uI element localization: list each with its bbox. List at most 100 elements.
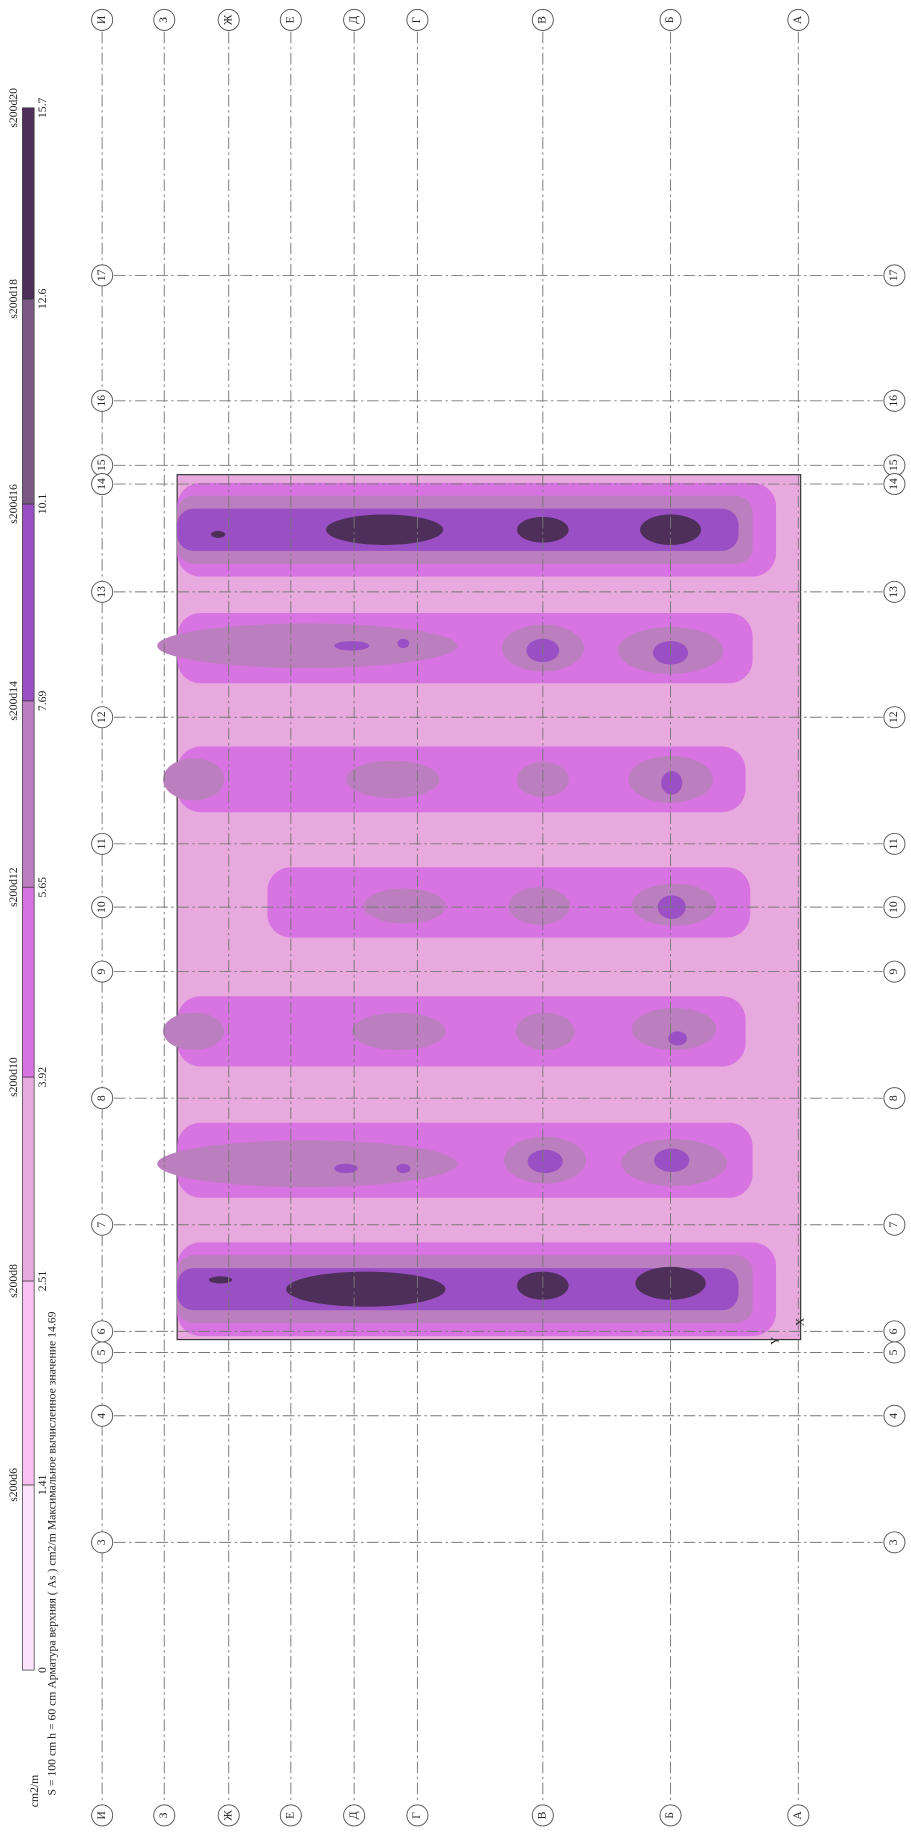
axis-label: Д — [347, 1811, 360, 1819]
legend-level: 5.65 — [36, 877, 49, 898]
axis-label: Г — [410, 1812, 423, 1819]
axis-bubble — [153, 1804, 176, 1827]
contour-spot — [163, 758, 225, 801]
axis-bubble — [883, 580, 906, 603]
axis-label: 3 — [95, 1539, 108, 1545]
legend-unit: cm2/m — [28, 1775, 41, 1808]
legend-swatch — [22, 886, 35, 1078]
contour-spot — [517, 516, 569, 543]
axis-bubble — [343, 1804, 366, 1827]
axis-bubble — [531, 8, 554, 31]
contour-spot — [363, 888, 446, 924]
axis-bubble — [883, 1087, 906, 1110]
axis-label: И — [95, 1811, 108, 1820]
axis-bubble — [91, 1404, 114, 1427]
axis-label: 12 — [95, 711, 108, 723]
contour-spot — [396, 1163, 411, 1174]
contour-spot — [157, 1140, 458, 1188]
axis-label: 9 — [887, 969, 900, 975]
axis-bubble — [531, 1804, 554, 1827]
axis-label: 11 — [95, 838, 108, 849]
legend-swatch — [22, 1484, 35, 1671]
axis-bubble — [883, 1404, 906, 1427]
axis-label: 6 — [95, 1328, 108, 1334]
legend-level: 12.6 — [36, 288, 49, 309]
axis-label: 12 — [887, 711, 900, 723]
axis-bubble — [883, 1531, 906, 1554]
axis-label: 7 — [887, 1222, 900, 1228]
contour-spot — [208, 1276, 233, 1284]
axis-bubble — [883, 896, 906, 919]
axis-label: 11 — [887, 838, 900, 849]
axis-bubble — [91, 264, 114, 287]
legend-level: 3.92 — [36, 1067, 49, 1088]
axis-bubble — [883, 473, 906, 496]
axis-bubble — [279, 1804, 302, 1827]
axis-label: 16 — [887, 395, 900, 407]
axis-bubble — [787, 1804, 810, 1827]
axis-bubble — [883, 264, 906, 287]
axis-bubble — [91, 960, 114, 983]
caption: S = 100 cm h = 60 cm Арматура верхняя ( … — [46, 1311, 59, 1795]
axis-bubble — [91, 1213, 114, 1236]
axis-label: Ж — [221, 1810, 234, 1821]
axis-label: В — [536, 1811, 549, 1819]
contour-spot — [325, 514, 444, 545]
legend-name: s200d16 — [7, 484, 20, 524]
axis-bubble — [217, 8, 240, 31]
axis-bubble — [883, 960, 906, 983]
legend-level: 2.51 — [36, 1271, 49, 1292]
axis-label: 8 — [95, 1095, 108, 1101]
axis-label: 4 — [95, 1413, 108, 1419]
axis-bubble — [91, 1804, 114, 1827]
axis-bubble — [343, 8, 366, 31]
legend: s200d6 s200d8 s200d10 s200d12 s200d14 s200d16… — [7, 88, 49, 1673]
axis-label: 17 — [887, 269, 900, 281]
axis-label: 8 — [887, 1095, 900, 1101]
axis-bubble — [91, 896, 114, 919]
axis-label: И — [95, 15, 108, 24]
axis-label: В — [536, 16, 549, 24]
axis-bubble — [279, 8, 302, 31]
legend-swatch — [22, 298, 35, 505]
contour-spot — [345, 760, 440, 799]
contour-spot — [508, 887, 570, 925]
axis-label: З — [157, 1812, 170, 1818]
contour-band — [177, 746, 746, 813]
axis-bubble — [217, 1804, 240, 1827]
contour-spot — [654, 1148, 690, 1172]
axis-bubble — [91, 1087, 114, 1110]
legend-level: 1.41 — [36, 1475, 49, 1496]
axis-label: А — [791, 15, 804, 24]
contour-spot — [334, 1163, 358, 1174]
axis-bubble — [91, 1341, 114, 1364]
legend-name: s200d14 — [7, 681, 20, 721]
axis-label: 14 — [95, 478, 108, 490]
axis-bubble — [883, 706, 906, 729]
axis-label: 16 — [95, 395, 108, 407]
contour-spot — [286, 1271, 446, 1307]
axis-bubble — [91, 389, 114, 412]
axis-label: 15 — [887, 459, 900, 471]
contour-spot — [157, 623, 458, 669]
local-x: X — [793, 1317, 806, 1326]
axis-label: 7 — [95, 1222, 108, 1228]
legend-swatch — [22, 700, 35, 888]
legend-level: 15.7 — [36, 97, 49, 118]
legend-name: s200d8 — [7, 1264, 20, 1298]
axis-label: Б — [663, 1812, 676, 1819]
axis-bubble — [659, 8, 682, 31]
contour-spot — [334, 641, 370, 651]
axis-bubble — [406, 8, 429, 31]
axis-bubble — [91, 1531, 114, 1554]
axis-label: 15 — [95, 459, 108, 471]
axis-label: 9 — [95, 969, 108, 975]
axis-bubble — [91, 8, 114, 31]
axis-label: Д — [347, 16, 360, 24]
legend-level: 0 — [36, 1667, 49, 1673]
axis-bubble — [659, 1804, 682, 1827]
axis-bubble — [153, 8, 176, 31]
axis-label: З — [157, 17, 170, 23]
axis-label: Б — [663, 16, 676, 23]
